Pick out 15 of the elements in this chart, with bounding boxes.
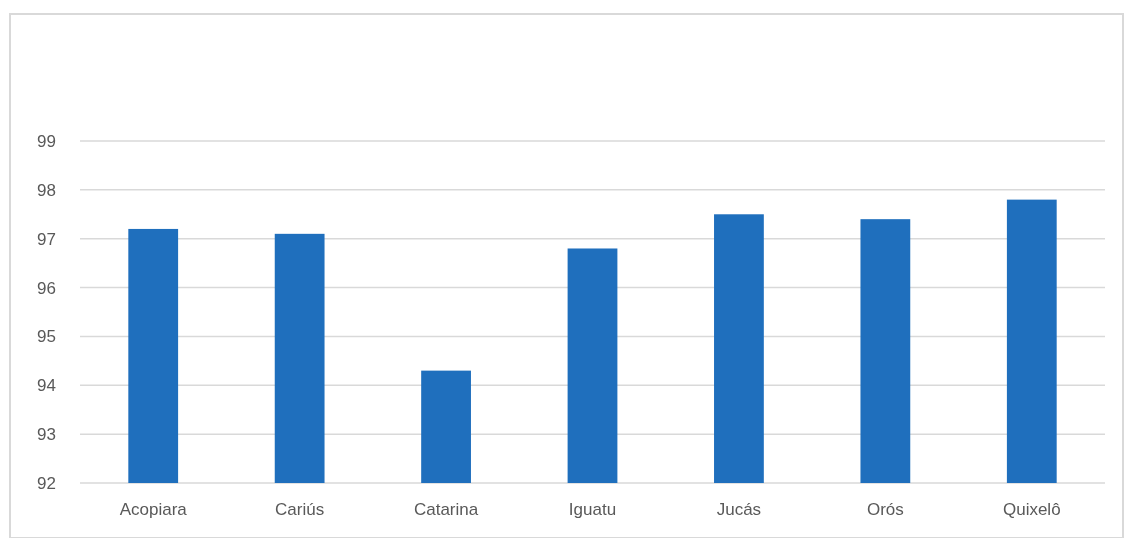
x-tick-label: Cariús [275,500,325,519]
x-tick-label: Jucás [716,500,762,519]
x-tick-label: Acopiara [119,500,188,519]
x-tick-label: Orós [866,500,904,519]
y-tick-label: 96 [37,278,56,298]
y-tick-label: 97 [37,229,56,249]
y-tick-label: 93 [37,425,56,445]
y-tick-label: 99 [37,131,56,151]
y-tick-label: 92 [37,473,56,493]
y-tick-label: 94 [37,376,56,396]
y-tick-label: 95 [37,327,56,347]
x-tick-label: Catarina [413,500,479,519]
x-tick-label: Iguatu [568,500,617,519]
y-tick-label: 98 [37,180,56,200]
x-tick-label: Quixelô [1002,500,1061,519]
